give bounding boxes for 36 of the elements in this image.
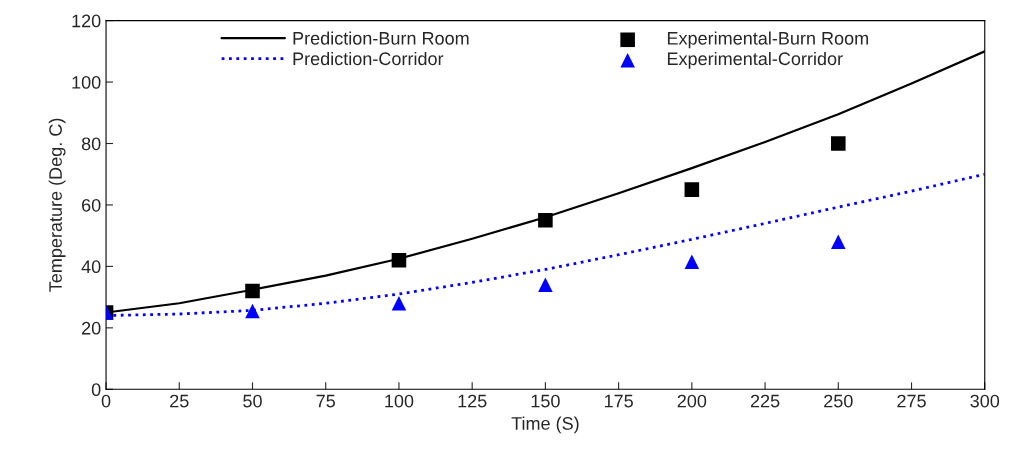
x-tick-label: 100 xyxy=(385,394,414,408)
legend-label: Prediction-Corridor xyxy=(293,51,444,66)
x-tick-label: 200 xyxy=(677,394,707,408)
y-tick-label: 0 xyxy=(91,383,101,397)
x-tick-label: 75 xyxy=(316,394,336,408)
point xyxy=(538,277,553,293)
y-tick-label: 100 xyxy=(72,75,101,89)
x-tick-label: 175 xyxy=(604,394,633,408)
x-tick-label: 50 xyxy=(243,394,262,408)
y-tick-label: 120 xyxy=(72,14,101,28)
y-tick-label: 80 xyxy=(81,137,101,151)
point xyxy=(684,182,700,197)
x-tick-label: 150 xyxy=(531,394,560,408)
point xyxy=(391,252,407,268)
x-tick-label: 275 xyxy=(897,394,926,408)
x-axis-title: Time (S) xyxy=(511,416,579,434)
x-tick-label: 300 xyxy=(970,394,1000,408)
x-tick-label: 250 xyxy=(824,394,853,408)
x-tick-label: 125 xyxy=(458,394,487,408)
legend-label: Experimental-Burn Room xyxy=(667,31,868,49)
point xyxy=(831,234,846,250)
y-tick-label: 60 xyxy=(82,198,101,212)
y-axis-title: Temperature (Deg. C) xyxy=(48,118,66,292)
legend-label: Experimental-Corridor xyxy=(667,51,843,69)
x-tick-label: 25 xyxy=(170,394,189,408)
point xyxy=(391,295,407,311)
point xyxy=(831,136,846,151)
point xyxy=(245,303,260,319)
y-tick-label: 40 xyxy=(81,260,101,274)
point xyxy=(538,213,553,228)
x-tick-label: 0 xyxy=(101,394,111,408)
point xyxy=(245,283,260,299)
legend-label: Prediction-Burn Room xyxy=(293,31,469,45)
y-tick-label: 20 xyxy=(82,321,101,335)
x-tick-label: 225 xyxy=(750,394,780,408)
point xyxy=(684,254,700,270)
